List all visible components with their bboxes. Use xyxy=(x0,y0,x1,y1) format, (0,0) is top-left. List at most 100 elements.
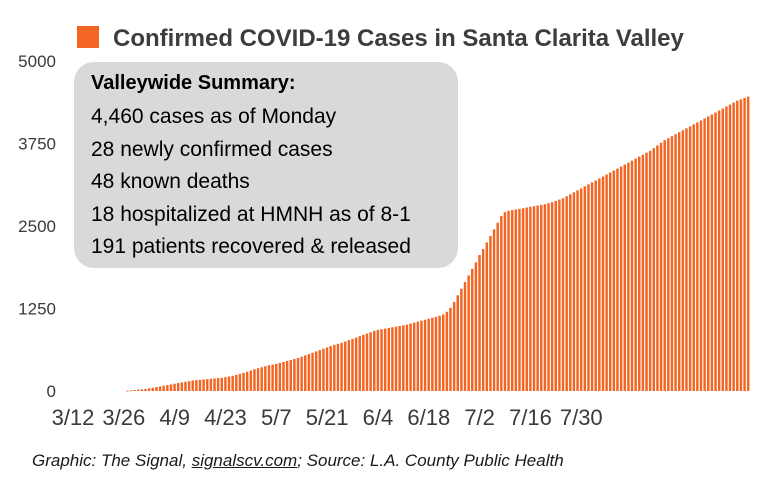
bar xyxy=(238,373,242,391)
bar xyxy=(532,206,536,391)
bar xyxy=(481,249,485,391)
bar xyxy=(391,327,394,391)
footer-link[interactable]: signalscv.com xyxy=(191,451,298,470)
bar xyxy=(420,320,423,391)
bar xyxy=(329,346,332,391)
y-tick-label: 5000 xyxy=(18,52,56,71)
summary-line-new-cases: 28 newly confirmed cases xyxy=(91,137,333,161)
bar xyxy=(195,380,198,391)
summary-box: Valleywide Summary: 4,460 cases as of Mo… xyxy=(74,62,458,268)
bar xyxy=(282,361,285,391)
summary-title: Valleywide Summary: xyxy=(91,72,296,94)
bar xyxy=(619,166,623,391)
bar xyxy=(699,120,703,392)
bar xyxy=(336,343,340,391)
bar xyxy=(253,369,256,391)
bar xyxy=(180,382,184,391)
bar xyxy=(267,365,271,391)
bar xyxy=(601,176,605,391)
bar xyxy=(503,212,507,391)
bar xyxy=(728,104,732,391)
bar xyxy=(380,329,383,391)
bar xyxy=(674,134,677,391)
bar xyxy=(202,379,205,391)
bar xyxy=(409,323,412,391)
chart-title: Confirmed COVID-19 Cases in Santa Clarit… xyxy=(113,25,685,52)
bar xyxy=(681,130,685,392)
bar xyxy=(485,242,489,391)
bar xyxy=(746,96,750,391)
bar xyxy=(416,321,420,391)
bar xyxy=(300,356,303,391)
bar xyxy=(474,262,478,391)
bar xyxy=(529,206,532,391)
bar xyxy=(325,347,329,391)
bar xyxy=(590,182,594,391)
bar xyxy=(518,208,521,391)
bar xyxy=(736,100,739,391)
bar xyxy=(616,168,619,391)
bar xyxy=(652,148,656,391)
bar xyxy=(304,355,307,391)
bar xyxy=(311,352,314,391)
bar xyxy=(696,122,699,391)
bar xyxy=(387,327,391,391)
bar xyxy=(608,172,612,391)
bar xyxy=(314,351,318,391)
bar xyxy=(412,322,416,391)
bar xyxy=(365,333,369,391)
bar xyxy=(692,124,695,392)
bar xyxy=(206,379,209,391)
bar xyxy=(216,378,220,391)
bar xyxy=(278,362,282,391)
bar xyxy=(627,162,630,391)
bar xyxy=(721,108,725,392)
bar xyxy=(510,210,514,391)
bar xyxy=(547,203,550,391)
bar xyxy=(492,229,496,391)
bar xyxy=(463,282,467,391)
bar xyxy=(732,102,735,391)
bar xyxy=(137,389,140,391)
summary-line-cases: 4,460 cases as of Monday xyxy=(91,105,337,128)
bar xyxy=(126,390,129,392)
bar xyxy=(133,390,136,391)
bar xyxy=(489,235,492,391)
bar xyxy=(714,112,717,391)
bar xyxy=(144,389,147,391)
bar xyxy=(743,97,746,392)
bar xyxy=(739,99,743,391)
y-tick-label: 1250 xyxy=(18,300,56,319)
bar xyxy=(496,222,499,391)
bar xyxy=(274,363,278,391)
bars-group xyxy=(126,96,750,392)
bar xyxy=(209,378,213,391)
bar xyxy=(648,150,652,391)
bar xyxy=(572,192,576,391)
x-tick-label: 3/26 xyxy=(102,405,145,430)
bar xyxy=(514,209,518,391)
bar xyxy=(354,337,358,391)
bar xyxy=(271,364,274,391)
x-tick-label: 7/30 xyxy=(560,405,603,430)
bar xyxy=(710,114,714,392)
bar xyxy=(220,377,224,391)
y-axis-ticks: 0 1250 2500 3750 5000 xyxy=(18,52,56,401)
bar xyxy=(347,340,351,391)
bar xyxy=(471,268,474,391)
bar xyxy=(434,316,438,391)
bar xyxy=(634,158,637,391)
bar xyxy=(677,132,681,391)
bar xyxy=(398,325,401,391)
bar xyxy=(438,315,441,391)
bar xyxy=(184,381,187,391)
bar xyxy=(191,380,194,391)
bar xyxy=(427,318,430,391)
bar xyxy=(452,301,456,391)
x-tick-label: 7/16 xyxy=(509,405,552,430)
bar xyxy=(449,307,452,391)
bar xyxy=(176,383,180,391)
bar xyxy=(242,372,245,391)
bar xyxy=(543,204,547,391)
